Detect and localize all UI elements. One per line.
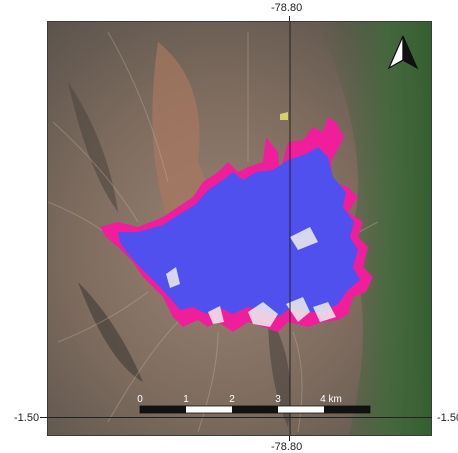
reddish-slope [152, 42, 208, 232]
scale-label: 2 [229, 394, 235, 405]
north-arrow-icon [387, 35, 419, 70]
yellow-spot [280, 112, 288, 120]
scale-label: 4 km [320, 394, 342, 405]
dark-ridge [78, 282, 143, 382]
top-lon-tick [289, 16, 290, 21]
scale-segment [140, 406, 186, 413]
dark-ridge [268, 312, 291, 427]
glacier-extent-blue [118, 147, 360, 317]
scale-segment [324, 406, 370, 413]
bottom-lon-tick [289, 436, 290, 441]
satellite-map[interactable]: 0 1 2 3 4 km [47, 21, 432, 436]
snow-patches [166, 227, 336, 327]
left-latitude-label: -1.50 [14, 412, 40, 424]
dark-ridge [68, 82, 118, 212]
vegetation-area [318, 22, 431, 435]
latitude-gridline [40, 417, 432, 418]
scale-label: 3 [275, 394, 281, 405]
top-longitude-label: -78.80 [271, 2, 303, 14]
scale-segment [186, 406, 232, 413]
scale-label: 0 [137, 394, 143, 405]
scale-bar: 0 1 2 3 4 km [137, 394, 371, 414]
bottom-longitude-label: -78.80 [271, 441, 303, 453]
scale-segment [232, 406, 278, 413]
right-latitude-label: -1.50 [437, 412, 458, 424]
scale-label: 1 [183, 394, 189, 405]
scale-segment [278, 406, 324, 413]
